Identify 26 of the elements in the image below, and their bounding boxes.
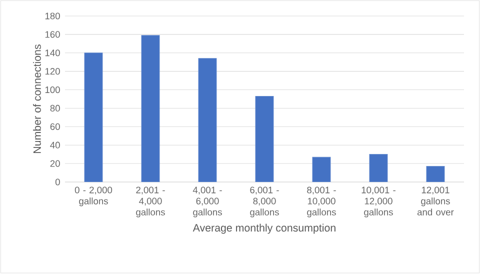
y-tick-label: 100 <box>45 86 60 94</box>
bar <box>369 154 388 182</box>
y-tick-label: 0 <box>55 178 60 186</box>
y-tick-label: 40 <box>50 142 60 148</box>
x-axis-title: Average monthly consumption <box>192 224 336 234</box>
x-tick-label: 8,001 - 10,000 gallons <box>307 186 336 218</box>
y-tick-label: 120 <box>45 68 60 75</box>
x-tick-label: 6,001 - 8,000 gallons <box>250 186 279 218</box>
bar <box>84 52 103 182</box>
y-tick-label: 60 <box>50 123 60 130</box>
x-tick-label: 12,001 gallons and over <box>417 186 454 216</box>
x-tick-label: 2,001 - 4,000 gallons <box>136 186 165 218</box>
x-tick-label: 4,001 - 6,000 gallons <box>192 186 222 218</box>
bar <box>312 156 331 182</box>
y-tick-label: 20 <box>50 160 60 167</box>
bar <box>198 58 217 182</box>
y-tick-label: 180 <box>45 12 60 20</box>
y-axis-title: Number of connections <box>33 44 41 153</box>
x-tick-label: 0 - 2,000 gallons <box>74 186 112 206</box>
bar <box>141 35 160 182</box>
x-tick-label: 10,001 - 12,000 gallons <box>362 186 396 218</box>
y-tick-label: 160 <box>45 31 60 38</box>
bar <box>255 96 274 182</box>
y-tick-label: 140 <box>45 50 60 56</box>
y-tick-label: 80 <box>50 104 60 112</box>
bar <box>426 166 445 182</box>
